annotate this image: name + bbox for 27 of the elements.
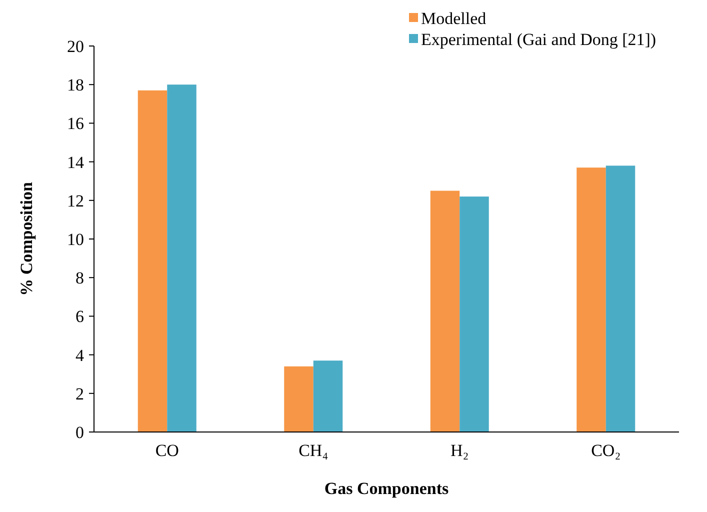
y-tick-label: 10	[67, 230, 84, 249]
bar	[460, 196, 489, 432]
y-tick-label: 6	[76, 307, 84, 326]
y-tick-label: 8	[76, 268, 84, 288]
bar	[284, 366, 314, 432]
x-tick-label: CH₄	[298, 441, 328, 460]
y-tick-label: 16	[67, 114, 84, 134]
legend-label: Experimental (Gai and Dong [21])	[421, 30, 656, 49]
bar	[138, 90, 168, 432]
bar	[167, 84, 196, 432]
x-axis-title: Gas Components	[324, 479, 449, 498]
y-tick-label: 18	[67, 76, 84, 95]
y-tick-label: 2	[76, 384, 84, 404]
y-tick-label: 4	[76, 346, 84, 365]
x-tick-label: CO	[155, 441, 179, 460]
y-tick-label: 12	[67, 191, 84, 210]
y-tick-label: 14	[67, 152, 84, 172]
y-tick-label: 20	[67, 36, 84, 56]
y-axis-title: % Composition	[17, 182, 36, 296]
bar	[430, 190, 460, 432]
x-tick-label: H₂	[450, 441, 469, 460]
bar	[576, 168, 606, 432]
x-tick-label: CO₂	[591, 441, 621, 460]
bar	[606, 166, 636, 432]
legend-label: Modelled	[421, 8, 487, 28]
bar	[313, 360, 343, 432]
y-tick-label: 0	[76, 422, 84, 442]
